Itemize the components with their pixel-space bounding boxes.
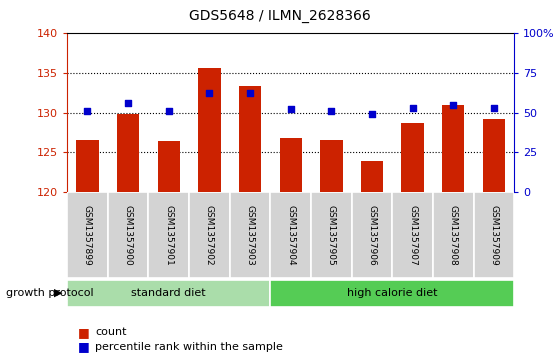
Bar [230, 192, 271, 278]
Bar [361, 161, 383, 192]
Bar [392, 192, 433, 278]
Text: ▶: ▶ [54, 288, 63, 298]
Bar [67, 280, 271, 307]
Bar [311, 192, 352, 278]
Bar [148, 192, 189, 278]
Bar [401, 123, 424, 192]
Text: GSM1357909: GSM1357909 [490, 205, 499, 265]
Text: GSM1357901: GSM1357901 [164, 205, 173, 265]
Point [245, 90, 254, 96]
Bar [433, 192, 473, 278]
Text: GSM1357903: GSM1357903 [245, 205, 254, 265]
Point [367, 111, 376, 117]
Text: percentile rank within the sample: percentile rank within the sample [95, 342, 283, 352]
Bar [280, 138, 302, 192]
Text: GSM1357907: GSM1357907 [408, 205, 417, 265]
Bar [483, 119, 505, 192]
Point [408, 105, 417, 111]
Bar [67, 192, 108, 278]
Bar [352, 192, 392, 278]
Bar [189, 192, 230, 278]
Text: ■: ■ [78, 326, 90, 339]
Text: GSM1357902: GSM1357902 [205, 205, 214, 265]
Bar [158, 141, 180, 192]
Point [164, 108, 173, 114]
Point [286, 106, 295, 112]
Point [83, 108, 92, 114]
Point [205, 90, 214, 96]
Bar [473, 192, 514, 278]
Text: GSM1357906: GSM1357906 [367, 205, 377, 265]
Bar [76, 140, 98, 192]
Bar [108, 192, 148, 278]
Bar [271, 280, 514, 307]
Text: high calorie diet: high calorie diet [347, 288, 438, 298]
Point [449, 102, 458, 107]
Text: GSM1357904: GSM1357904 [286, 205, 295, 265]
Text: growth protocol: growth protocol [6, 288, 93, 298]
Text: GSM1357900: GSM1357900 [124, 205, 132, 265]
Bar [320, 140, 343, 192]
Text: GSM1357899: GSM1357899 [83, 205, 92, 265]
Point [490, 105, 499, 111]
Text: count: count [95, 327, 126, 337]
Bar [239, 86, 261, 192]
Point [124, 100, 132, 106]
Text: standard diet: standard diet [131, 288, 206, 298]
Text: ■: ■ [78, 340, 90, 353]
Bar [117, 114, 139, 192]
Text: GDS5648 / ILMN_2628366: GDS5648 / ILMN_2628366 [188, 9, 371, 23]
Point [327, 108, 336, 114]
Bar [198, 68, 221, 192]
Bar [271, 192, 311, 278]
Bar [442, 105, 465, 192]
Text: GSM1357905: GSM1357905 [327, 205, 336, 265]
Text: GSM1357908: GSM1357908 [449, 205, 458, 265]
